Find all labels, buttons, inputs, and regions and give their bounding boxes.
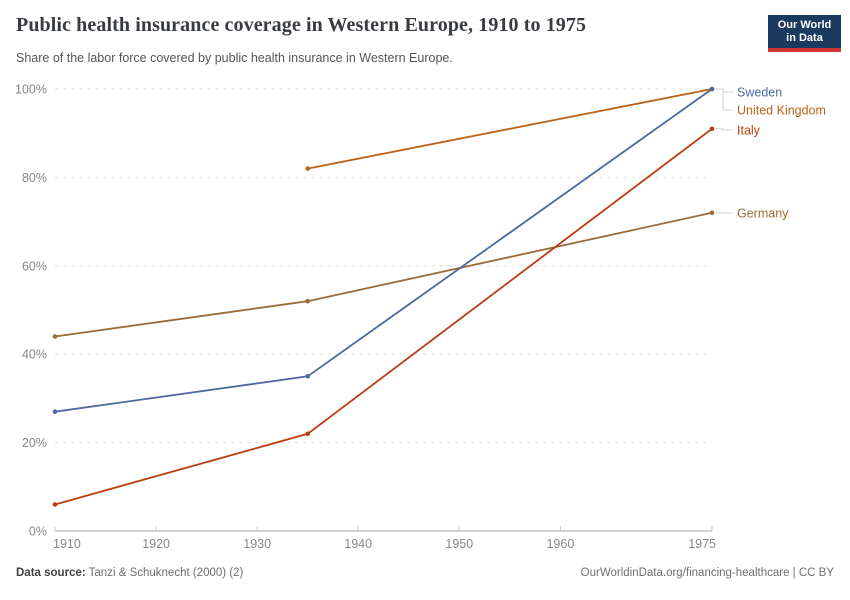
y-axis-tick-label: 100% (15, 83, 47, 97)
data-point-sweden-1975[interactable] (709, 86, 715, 92)
series-united-kingdom[interactable] (305, 86, 715, 171)
line-italy[interactable] (54, 128, 713, 506)
line-united-kingdom[interactable] (307, 88, 713, 170)
y-axis-tick-label: 40% (22, 348, 47, 362)
data-source: Data source: Tanzi & Schuknecht (2000) (… (16, 567, 243, 579)
entity-label-sweden[interactable]: Sweden (737, 86, 782, 100)
data-point-sweden-1910[interactable] (52, 409, 58, 415)
x-axis-tick-label: 1920 (142, 537, 170, 551)
y-axis-tick-label: 60% (22, 259, 47, 273)
data-source-text: Tanzi & Schuknecht (2000) (2) (85, 567, 244, 579)
series-germany[interactable] (52, 210, 715, 339)
entity-label-connector-italy (716, 128, 733, 131)
chart-subtitle: Share of the labor force covered by publ… (16, 51, 453, 65)
data-point-italy-1910[interactable] (52, 502, 58, 507)
owid-logo[interactable]: Our World in Data (768, 15, 841, 52)
x-axis-tick-label: 1930 (243, 537, 271, 551)
y-axis-tick-label: 0% (29, 525, 47, 539)
data-point-germany-1910[interactable] (52, 334, 58, 339)
data-point-italy-1935[interactable] (305, 431, 311, 437)
entity-label-germany[interactable]: Germany (737, 207, 789, 221)
x-axis-tick-label: 1975 (688, 537, 716, 551)
data-point-germany-1935[interactable] (305, 298, 311, 304)
data-point-united-kingdom-1935[interactable] (305, 166, 311, 171)
line-germany[interactable] (54, 211, 713, 338)
y-axis-tick-label: 20% (22, 436, 47, 450)
data-point-sweden-1935[interactable] (305, 374, 311, 379)
x-axis-tick-label: 1950 (445, 537, 473, 551)
page-title: Public health insurance coverage in West… (16, 14, 587, 36)
chart-footer: Data source: Tanzi & Schuknecht (2000) (… (16, 567, 834, 579)
data-source-label: Data source: (16, 567, 86, 579)
data-point-italy-1975[interactable] (709, 126, 715, 132)
y-axis-tick-label: 80% (22, 171, 47, 185)
x-axis-tick-label: 1940 (344, 537, 372, 551)
line-sweden[interactable] (54, 88, 713, 413)
owid-logo-line2: in Data (786, 31, 823, 44)
x-axis-tick-label: 1910 (53, 537, 81, 551)
x-axis-tick-label: 1960 (546, 537, 574, 551)
owid-logo-line1: Our World (777, 18, 832, 31)
credit-link[interactable]: OurWorldinData.org/financing-healthcare … (580, 567, 834, 579)
series-italy[interactable] (52, 126, 715, 507)
entity-label-connector-united-kingdom (716, 88, 733, 111)
series-sweden[interactable] (52, 86, 715, 415)
entity-label-united-kingdom[interactable]: United Kingdom (737, 104, 826, 118)
owid-logo-red-bar (768, 48, 841, 52)
data-point-germany-1975[interactable] (709, 210, 715, 216)
entity-label-italy[interactable]: Italy (737, 124, 761, 138)
